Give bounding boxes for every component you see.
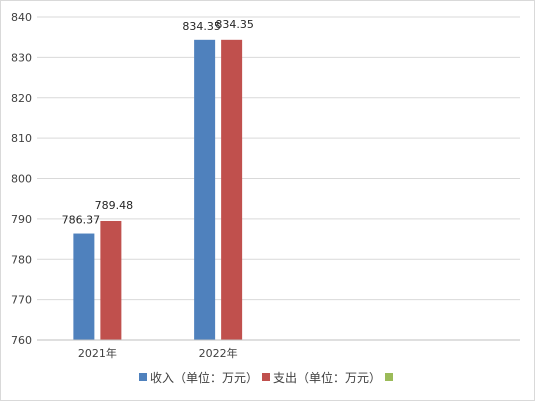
legend-swatch: [385, 373, 393, 381]
data-label: 834.35: [215, 18, 254, 31]
bar-income: [194, 39, 216, 340]
data-label: 834.35: [182, 20, 221, 33]
x-tick-label: 2022年: [199, 346, 238, 360]
y-tick-label: 760: [11, 334, 32, 347]
y-tick-label: 780: [11, 253, 32, 266]
legend-label: 收入（单位：万元）: [150, 370, 258, 385]
bars: [73, 39, 243, 340]
x-axis-ticks: 2021年 2022年: [78, 346, 238, 360]
y-tick-label: 830: [11, 51, 32, 64]
legend-swatch: [262, 373, 270, 381]
y-tick-label: 820: [11, 92, 32, 105]
y-tick-label: 800: [11, 173, 32, 186]
data-label: 789.48: [95, 199, 134, 212]
y-axis-ticks: 760 770 780 790 800 810 820 830 840: [11, 11, 32, 347]
bar-expense: [221, 39, 243, 340]
y-tick-label: 840: [11, 11, 32, 24]
x-tick-label: 2021年: [78, 346, 117, 360]
y-tick-label: 810: [11, 132, 32, 145]
legend: 收入（单位：万元） 支出（单位：万元）: [139, 370, 393, 385]
legend-swatch: [139, 373, 147, 381]
bar-expense: [100, 220, 122, 340]
bar-income: [73, 233, 95, 340]
y-tick-label: 770: [11, 294, 32, 307]
y-tick-label: 790: [11, 213, 32, 226]
data-label: 786.37: [62, 214, 101, 227]
legend-label: 支出（单位：万元）: [273, 370, 381, 385]
